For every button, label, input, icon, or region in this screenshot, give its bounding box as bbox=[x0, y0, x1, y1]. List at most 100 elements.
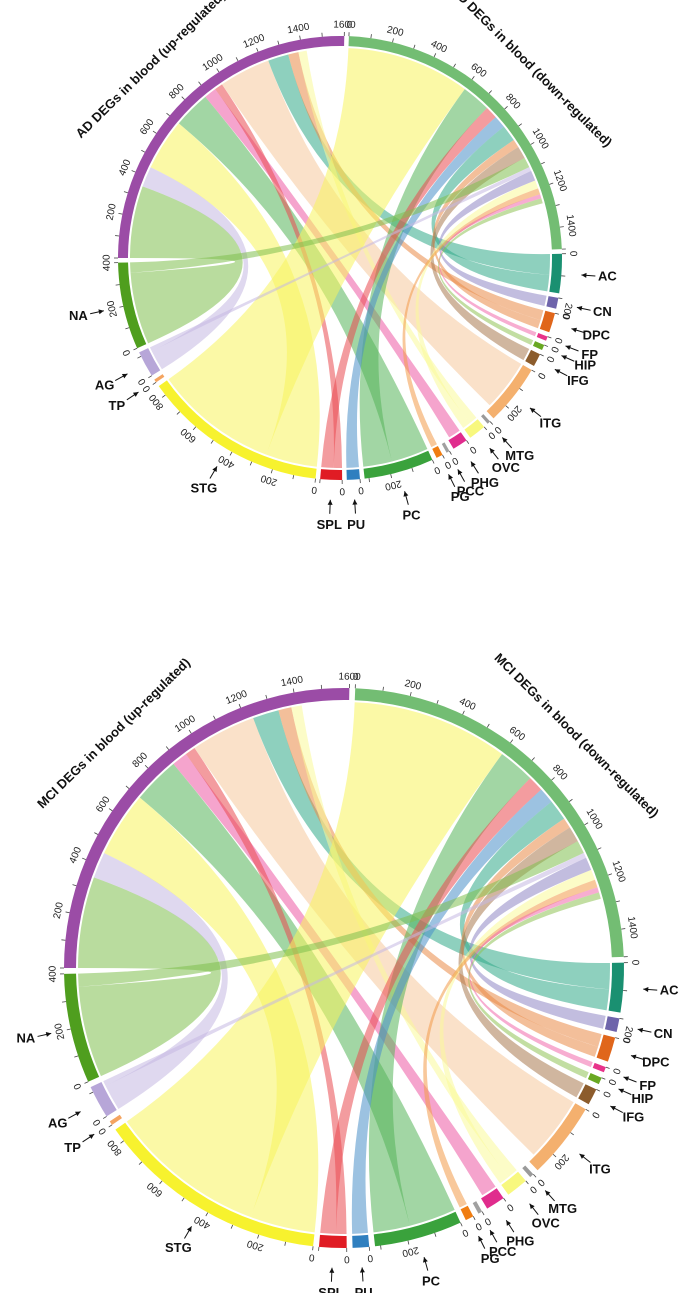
label-ifg: IFG bbox=[567, 373, 589, 388]
label-ag: AG bbox=[48, 1115, 68, 1130]
tick-label: 0 bbox=[442, 458, 452, 471]
label-arrowhead bbox=[359, 1267, 365, 1273]
tick-mark bbox=[277, 40, 280, 45]
segment-phg-ticks: 0 bbox=[466, 440, 478, 456]
tick-mark bbox=[519, 388, 524, 392]
tick-label: 600 bbox=[507, 725, 527, 744]
chord-down-pu bbox=[346, 117, 504, 468]
tick-mark bbox=[488, 90, 492, 94]
label-arrowhead bbox=[506, 1220, 512, 1226]
tick-mark bbox=[159, 1180, 163, 1185]
tick-mark bbox=[481, 1211, 485, 1216]
label-fp: FP bbox=[581, 347, 598, 362]
tick-mark bbox=[554, 312, 559, 315]
tick-mark bbox=[181, 96, 185, 100]
tick-label: 1400 bbox=[625, 916, 639, 940]
tick-mark bbox=[125, 327, 130, 330]
tick-mark bbox=[570, 1132, 574, 1136]
tick-label: 0 bbox=[449, 454, 460, 467]
label-arrowhead bbox=[489, 448, 495, 454]
tick-label: 0 bbox=[567, 251, 578, 257]
label-arrowhead bbox=[630, 1054, 637, 1060]
tick-mark bbox=[472, 1216, 476, 1221]
tick-mark bbox=[436, 699, 439, 705]
tick-mark bbox=[270, 469, 273, 474]
segment-na bbox=[118, 262, 147, 349]
label-arrowhead bbox=[529, 1203, 535, 1210]
tick-mark bbox=[533, 1174, 537, 1178]
tick-label: 0 bbox=[589, 1110, 602, 1121]
segment-ovc bbox=[501, 1171, 526, 1195]
tick-label: 400 bbox=[117, 158, 134, 178]
tick-mark bbox=[249, 461, 253, 466]
tick-label: 200 bbox=[259, 472, 279, 488]
segment-fp-ticks: 0 bbox=[605, 1066, 622, 1076]
tick-mark bbox=[559, 226, 564, 228]
label-spl: SPL bbox=[318, 1285, 343, 1293]
segment-dpc-ticks: 0 bbox=[554, 312, 572, 320]
segment-pg bbox=[460, 1205, 474, 1221]
chord-up-phg bbox=[173, 754, 496, 1196]
chord-up-na bbox=[130, 186, 243, 344]
chord-down-fp bbox=[438, 194, 542, 337]
tick-mark bbox=[505, 405, 510, 409]
chord-down-ifg bbox=[458, 827, 584, 1098]
segment-hip-ticks: 0 bbox=[601, 1077, 618, 1087]
tick-label: 1200 bbox=[242, 32, 267, 51]
tick-label: 0 bbox=[605, 1077, 617, 1087]
tick-label: 0 bbox=[357, 484, 364, 495]
tick-label: 0 bbox=[610, 1066, 622, 1076]
segment-na-ticks: 0 200 400 bbox=[102, 254, 138, 357]
tick-mark bbox=[210, 440, 214, 444]
tick-label: 0 bbox=[344, 1253, 350, 1264]
tick-mark bbox=[531, 369, 536, 373]
chord-down-fp bbox=[469, 887, 600, 1068]
tick-mark bbox=[89, 1091, 94, 1095]
tick-label: 0 bbox=[482, 1215, 493, 1228]
tick-mark bbox=[152, 382, 157, 385]
segment-ifg-ticks: 0 bbox=[539, 353, 556, 364]
label-arrowhead bbox=[545, 1190, 551, 1196]
label-arrowhead bbox=[478, 1236, 484, 1242]
tick-label: 1600 bbox=[333, 19, 356, 30]
tick-mark bbox=[137, 356, 142, 359]
tick-mark bbox=[619, 1017, 624, 1020]
label-arrowhead bbox=[571, 327, 577, 333]
segment-ag bbox=[139, 348, 161, 376]
tick-mark bbox=[608, 873, 613, 876]
tick-mark bbox=[544, 344, 549, 347]
segment-ac-ticks: 0 bbox=[623, 960, 640, 992]
tick-label: 0 bbox=[504, 1201, 515, 1213]
tick-label: 200 bbox=[401, 1244, 420, 1259]
tick-mark bbox=[392, 38, 394, 43]
segment-pcc-ticks: 0 bbox=[449, 450, 460, 467]
chord-down-cn bbox=[469, 857, 606, 1029]
tick-mark bbox=[471, 76, 475, 80]
label-arrowhead bbox=[637, 1027, 644, 1033]
tick-mark bbox=[549, 182, 554, 185]
segment-tp bbox=[109, 1114, 122, 1125]
tick-label: 1400 bbox=[286, 21, 310, 36]
segment-ifg-ticks: 0 bbox=[596, 1089, 612, 1099]
segment-pu bbox=[346, 469, 361, 480]
label-stg: STG bbox=[165, 1240, 192, 1255]
label-tp: TP bbox=[109, 398, 126, 413]
tick-mark bbox=[108, 1124, 113, 1128]
tick-label: 0 bbox=[491, 424, 503, 436]
tick-mark bbox=[504, 106, 508, 110]
tick-mark bbox=[368, 478, 370, 483]
tick-mark bbox=[525, 1180, 529, 1185]
segment-ovc-ticks: 0 bbox=[483, 426, 497, 441]
tick-mark bbox=[138, 1161, 143, 1165]
tick-label: 0 bbox=[121, 347, 133, 357]
tick-label: 0 bbox=[136, 376, 149, 387]
segment-spl-ticks: 0 bbox=[318, 1246, 350, 1264]
tick-label: 0 bbox=[353, 672, 359, 683]
segment-spl-ticks: 0 bbox=[319, 479, 345, 496]
label-arrowhead bbox=[327, 499, 333, 505]
segment-ag-ticks: 0 bbox=[136, 356, 152, 387]
label-arrowhead bbox=[623, 1076, 630, 1082]
tick-mark bbox=[407, 1240, 410, 1245]
chord-up-na bbox=[78, 877, 221, 1077]
tick-label: 0 bbox=[535, 370, 548, 381]
